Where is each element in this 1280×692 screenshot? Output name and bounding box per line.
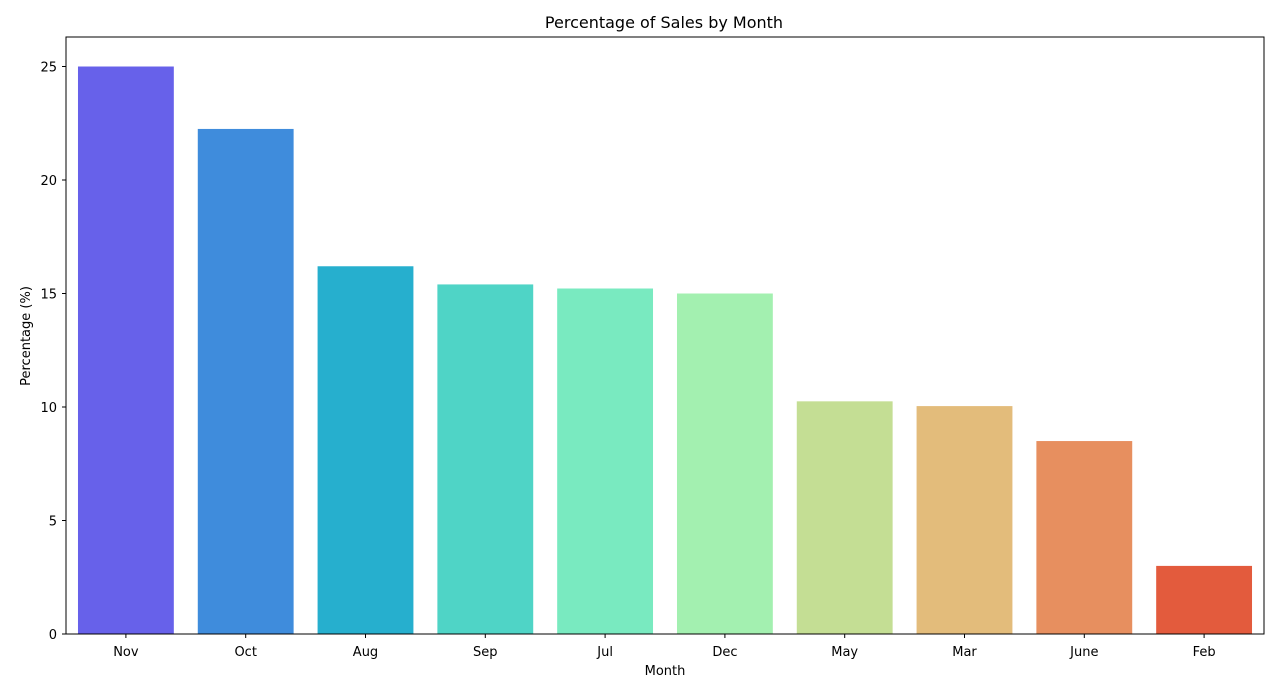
bar-june — [1036, 441, 1133, 634]
x-tick-label: Mar — [952, 645, 977, 660]
y-tick-label: 0 — [49, 628, 57, 643]
bar-nov — [77, 66, 174, 634]
x-tick-label: June — [1069, 645, 1098, 660]
y-tick-label: 10 — [40, 401, 57, 416]
x-tick-label: Feb — [1193, 645, 1216, 660]
y-axis-label: Percentage (%) — [19, 286, 34, 386]
bar-dec — [676, 293, 773, 634]
x-tick-label: Aug — [353, 645, 378, 660]
x-axis-label: Month — [645, 664, 686, 679]
x-tick-label: Jul — [596, 645, 613, 660]
bar-mar — [916, 406, 1013, 634]
x-tick-label: Nov — [113, 645, 139, 660]
x-tick-label: Sep — [473, 645, 498, 660]
y-tick-label: 20 — [40, 174, 57, 189]
bar-may — [796, 401, 893, 634]
y-tick-label: 15 — [40, 288, 57, 303]
x-tick-label: May — [831, 645, 858, 660]
y-tick-label: 5 — [49, 515, 57, 530]
bars-group — [77, 66, 1253, 634]
x-tick-label: Dec — [712, 645, 737, 660]
bar-oct — [197, 128, 294, 634]
plot-frame — [65, 36, 1265, 635]
x-tick-label: Oct — [234, 645, 256, 660]
x-axis-ticks: Nov Oct Aug Sep Jul Dec May Mar June Feb — [113, 634, 1216, 660]
y-axis-ticks: 0 5 10 15 20 25 — [40, 61, 66, 643]
chart-title: Percentage of Sales by Month — [545, 13, 783, 32]
y-tick-label: 25 — [40, 61, 57, 76]
bar-sep — [437, 284, 534, 634]
bar-jul — [557, 288, 654, 634]
bar-feb — [1156, 565, 1253, 634]
bar-aug — [317, 266, 414, 634]
